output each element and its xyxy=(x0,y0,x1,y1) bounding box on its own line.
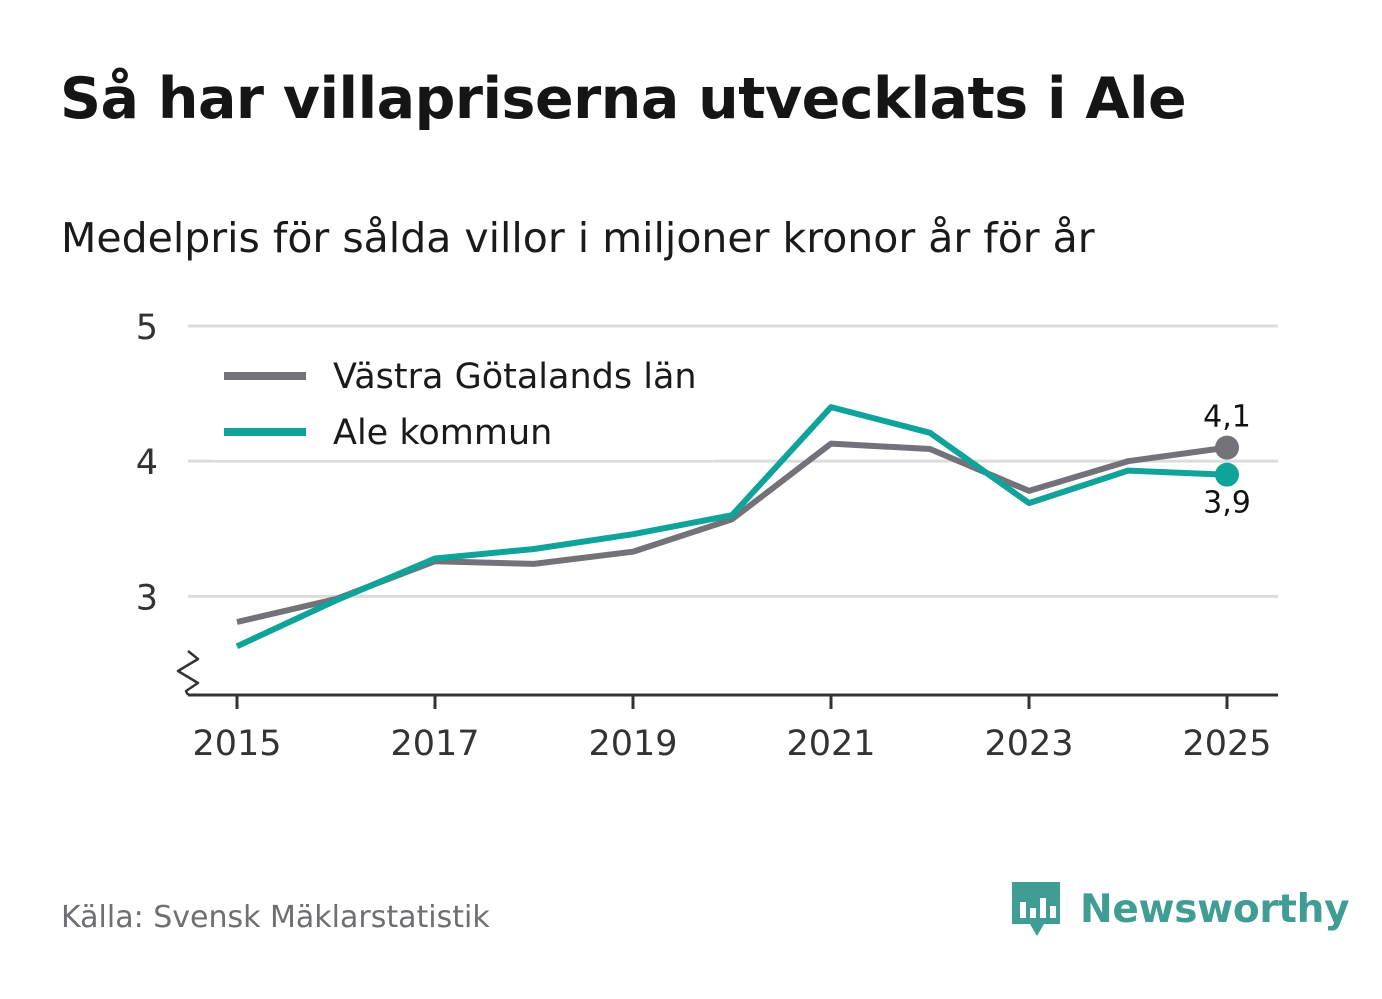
series xyxy=(235,404,1239,650)
x-tick-label-2019: 2019 xyxy=(588,724,677,764)
x-tick-label-2025: 2025 xyxy=(1182,724,1271,764)
chart-title: Så har villapriserna utvecklats i Ale xyxy=(60,66,1187,132)
source-note: Källa: Svensk Mäklarstatistik xyxy=(61,900,490,935)
end-labels: 4,1 3,9 xyxy=(1203,400,1251,521)
y-tick-label-3: 3 xyxy=(136,578,158,618)
y-tick-label-5: 5 xyxy=(136,308,158,348)
x-tick-label-2017: 2017 xyxy=(390,724,479,764)
legend-label-1: Ale kommun xyxy=(333,413,552,453)
legend: Västra Götalands län Ale kommun xyxy=(212,352,714,460)
axes: 3 4 5 2015 2017 2019 2021 2023 2025 xyxy=(136,308,1278,764)
series-endpoint-1 xyxy=(1215,462,1239,487)
y-axis-break xyxy=(176,650,200,696)
x-tick-label-2021: 2021 xyxy=(786,724,875,764)
brand-logo: Newsworthy xyxy=(1010,878,1350,940)
end-label-0: 4,1 xyxy=(1203,400,1251,435)
end-label-1: 3,9 xyxy=(1203,486,1251,521)
legend-background xyxy=(212,352,714,460)
series-endpoint-0 xyxy=(1215,435,1239,460)
bar-chart-speech-bubble-icon xyxy=(1012,882,1060,936)
x-tick-label-2023: 2023 xyxy=(984,724,1073,764)
series-line-1 xyxy=(235,404,1228,650)
legend-label-0: Västra Götalands län xyxy=(333,357,697,397)
brand-name: Newsworthy xyxy=(1080,886,1350,932)
x-tick-label-2015: 2015 xyxy=(192,724,281,764)
gridlines xyxy=(188,324,1278,598)
y-tick-label-4: 4 xyxy=(136,443,158,483)
chart-subtitle: Medelpris för sålda villor i miljoner kr… xyxy=(61,214,1095,262)
